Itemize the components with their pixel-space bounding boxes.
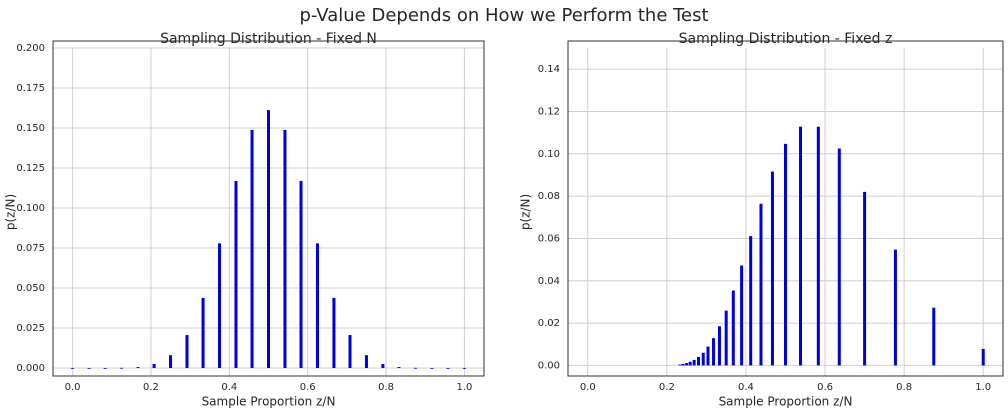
stem — [816, 126, 820, 366]
stem — [731, 290, 735, 366]
stem — [103, 368, 107, 369]
x-tick-label: 0.4 — [221, 382, 237, 393]
y-tick-label: 0.175 — [16, 83, 45, 94]
stem — [185, 335, 189, 368]
stem — [770, 171, 774, 366]
y-tick-label: 0.025 — [16, 323, 45, 334]
stem — [740, 265, 744, 366]
stem — [462, 368, 466, 369]
stem — [413, 367, 417, 369]
stem — [759, 203, 763, 366]
stem — [784, 143, 787, 366]
y-tick-label: 0.02 — [538, 318, 560, 329]
stem — [932, 307, 936, 366]
stem — [397, 367, 401, 368]
x-axis-label: Sample Proportion z/N — [202, 395, 336, 409]
x-axis-label: Sample Proportion z/N — [719, 395, 853, 409]
y-tick-label: 0.200 — [16, 43, 45, 54]
stem — [299, 180, 303, 368]
stem — [446, 368, 450, 369]
stem — [685, 363, 689, 366]
x-tick-label: 0.0 — [65, 382, 81, 393]
axes-frame — [567, 40, 1004, 377]
stem — [697, 356, 700, 366]
stem — [837, 148, 841, 366]
x-tick-label: 1.0 — [456, 382, 472, 393]
stem — [381, 364, 385, 368]
x-tick-label: 0.4 — [738, 382, 754, 393]
stem — [169, 355, 173, 368]
stem — [681, 363, 685, 366]
x-tick-label: 0.2 — [659, 382, 675, 393]
stem — [71, 368, 75, 369]
y-tick-label: 0.075 — [16, 243, 45, 254]
axes-title: Sampling Distribution - Fixed z — [679, 31, 893, 47]
x-tick-label: 1.0 — [975, 382, 991, 393]
stem — [701, 352, 705, 366]
y-tick-label: 0.12 — [538, 106, 560, 117]
stem — [136, 367, 140, 368]
stem — [332, 297, 336, 368]
x-tick-label: 0.8 — [896, 382, 912, 393]
x-tick-label: 0.6 — [817, 382, 833, 393]
stem — [315, 243, 319, 368]
stem — [87, 368, 91, 369]
stem — [981, 348, 985, 366]
axes-title: Sampling Distribution - Fixed N — [160, 31, 377, 47]
figure-title: p-Value Depends on How we Perform the Te… — [299, 5, 708, 26]
stem — [250, 129, 254, 368]
x-tick-label: 0.2 — [143, 382, 159, 393]
y-tick-label: 0.100 — [16, 203, 45, 214]
stem — [267, 110, 270, 368]
stem — [893, 249, 897, 366]
y-tick-label: 0.14 — [538, 64, 560, 75]
x-tick-label: 0.0 — [580, 382, 596, 393]
stem — [218, 243, 222, 368]
stem — [749, 236, 753, 366]
stem — [234, 180, 238, 368]
y-axis-label: p(z/N) — [4, 194, 18, 230]
stem — [364, 355, 368, 368]
stem — [799, 126, 803, 366]
axes-frame — [52, 40, 485, 377]
y-tick-label: 0.000 — [16, 363, 45, 374]
stem — [706, 346, 710, 366]
y-tick-label: 0.04 — [538, 276, 560, 287]
stem — [348, 335, 352, 368]
y-tick-label: 0.06 — [538, 233, 560, 244]
y-tick-label: 0.050 — [16, 283, 45, 294]
y-tick-label: 0.10 — [538, 149, 560, 160]
x-tick-label: 0.6 — [300, 382, 316, 393]
stem — [717, 326, 721, 366]
stem — [688, 361, 692, 366]
y-tick-label: 0.00 — [538, 360, 560, 371]
stem — [201, 297, 205, 368]
stem — [430, 368, 434, 369]
stem — [120, 367, 124, 369]
stem — [678, 364, 682, 366]
y-tick-label: 0.150 — [16, 123, 45, 134]
y-tick-label: 0.08 — [538, 191, 560, 202]
stem — [712, 338, 716, 366]
y-axis-label: p(z/N) — [519, 194, 533, 230]
stem — [724, 310, 728, 366]
stem — [863, 191, 867, 366]
stem — [692, 359, 696, 366]
y-tick-label: 0.125 — [16, 163, 45, 174]
stem — [283, 129, 287, 368]
stem — [152, 364, 156, 368]
x-tick-label: 0.8 — [378, 382, 394, 393]
